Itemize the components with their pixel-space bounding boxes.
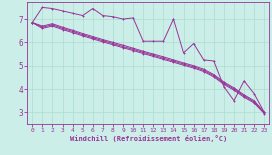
X-axis label: Windchill (Refroidissement éolien,°C): Windchill (Refroidissement éolien,°C) — [70, 135, 227, 142]
